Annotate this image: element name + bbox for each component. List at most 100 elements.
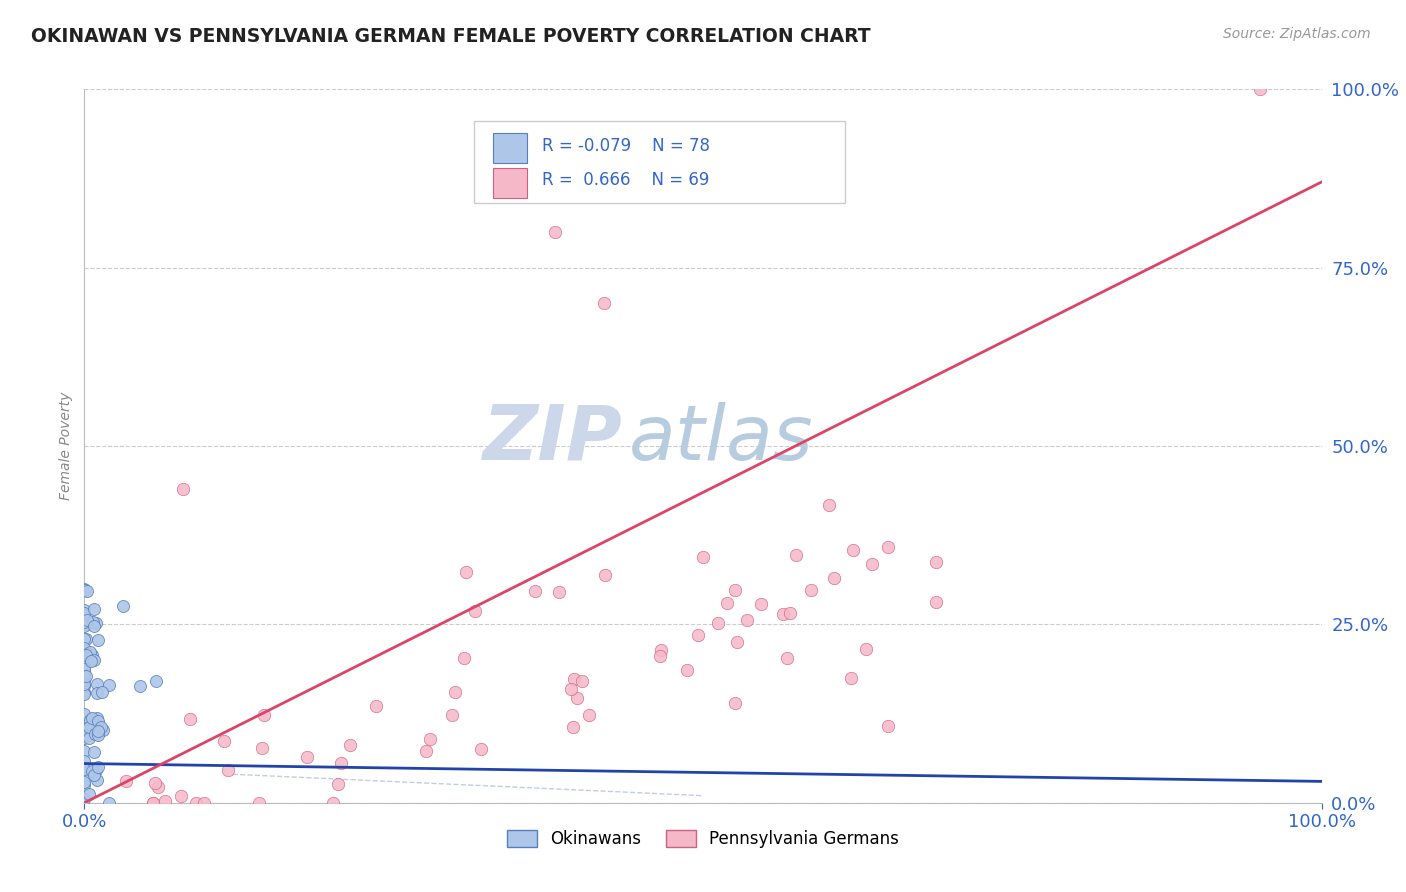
Point bbox=[73, 673, 96, 688]
Point bbox=[1249, 82, 1271, 96]
Point bbox=[172, 482, 194, 496]
Point bbox=[73, 762, 96, 776]
Point bbox=[75, 632, 97, 646]
Point bbox=[179, 712, 201, 726]
Text: ZIP: ZIP bbox=[482, 402, 623, 475]
Text: R =  0.666    N = 69: R = 0.666 N = 69 bbox=[543, 171, 710, 189]
Point bbox=[253, 708, 276, 723]
Point bbox=[73, 770, 96, 784]
Point bbox=[76, 728, 98, 742]
Point bbox=[75, 653, 97, 667]
Point bbox=[749, 597, 772, 611]
Point bbox=[593, 296, 616, 310]
Point bbox=[454, 565, 477, 579]
Point bbox=[83, 602, 105, 616]
Point bbox=[73, 778, 96, 792]
Point bbox=[87, 723, 110, 738]
Point bbox=[73, 619, 96, 633]
Point bbox=[73, 632, 96, 647]
Text: R = -0.079    N = 78: R = -0.079 N = 78 bbox=[543, 137, 710, 155]
Point bbox=[73, 640, 96, 655]
Point bbox=[83, 653, 105, 667]
Point bbox=[567, 690, 589, 705]
Point bbox=[860, 557, 883, 571]
Y-axis label: Female Poverty: Female Poverty bbox=[59, 392, 73, 500]
Point bbox=[87, 714, 110, 728]
Point bbox=[90, 684, 112, 698]
Point bbox=[82, 615, 104, 629]
Point bbox=[73, 665, 96, 679]
Point bbox=[543, 225, 565, 239]
Bar bbox=[474, 121, 845, 203]
Point bbox=[692, 549, 714, 564]
Point bbox=[73, 686, 96, 700]
Point bbox=[73, 676, 96, 690]
Point bbox=[84, 764, 107, 778]
Point bbox=[142, 796, 165, 810]
Point bbox=[523, 584, 546, 599]
Point bbox=[725, 635, 748, 649]
Point bbox=[817, 498, 839, 512]
Point bbox=[779, 606, 801, 620]
Point bbox=[716, 596, 738, 610]
Point bbox=[593, 567, 616, 582]
Point bbox=[440, 708, 463, 723]
Point bbox=[322, 796, 344, 810]
Point bbox=[79, 720, 101, 734]
Point bbox=[91, 723, 114, 737]
Point bbox=[785, 548, 807, 562]
Point bbox=[855, 642, 877, 657]
Point bbox=[415, 743, 437, 757]
Legend: Okinawans, Pennsylvania Germans: Okinawans, Pennsylvania Germans bbox=[501, 823, 905, 855]
Point bbox=[73, 651, 96, 665]
Text: Source: ZipAtlas.com: Source: ZipAtlas.com bbox=[1223, 27, 1371, 41]
Point bbox=[578, 708, 600, 723]
Point bbox=[73, 662, 96, 676]
Point bbox=[80, 719, 103, 733]
Point bbox=[84, 727, 107, 741]
Point bbox=[80, 764, 103, 778]
Point bbox=[73, 731, 96, 745]
Point bbox=[571, 673, 593, 688]
Point bbox=[419, 731, 441, 746]
Point bbox=[184, 796, 207, 810]
Point bbox=[247, 796, 270, 810]
Point bbox=[73, 615, 96, 630]
Point bbox=[339, 738, 361, 752]
Point bbox=[86, 686, 108, 700]
Point bbox=[73, 668, 96, 682]
Point bbox=[83, 618, 105, 632]
Point bbox=[876, 719, 898, 733]
Point bbox=[217, 763, 239, 777]
Point bbox=[562, 672, 585, 686]
Point bbox=[650, 642, 672, 657]
Point bbox=[75, 617, 97, 632]
Point bbox=[79, 787, 101, 801]
Point bbox=[464, 604, 486, 618]
Point bbox=[250, 741, 273, 756]
Point bbox=[73, 607, 96, 621]
Point bbox=[366, 699, 388, 714]
Point bbox=[97, 796, 120, 810]
Point bbox=[128, 679, 150, 693]
Point bbox=[73, 670, 96, 684]
Point bbox=[650, 648, 672, 663]
Point bbox=[86, 711, 108, 725]
Point bbox=[79, 713, 101, 727]
Point bbox=[80, 654, 103, 668]
Point bbox=[86, 773, 108, 788]
Point bbox=[73, 661, 96, 675]
Point bbox=[90, 721, 112, 735]
Point bbox=[83, 768, 105, 782]
Point bbox=[77, 731, 100, 745]
Point bbox=[76, 584, 98, 599]
Point bbox=[142, 796, 165, 810]
Point bbox=[73, 666, 96, 681]
Point bbox=[75, 648, 97, 662]
Point bbox=[73, 582, 96, 597]
Point bbox=[453, 651, 475, 665]
Point bbox=[73, 582, 96, 596]
Point bbox=[470, 742, 492, 756]
Point bbox=[823, 571, 845, 585]
Point bbox=[724, 697, 747, 711]
